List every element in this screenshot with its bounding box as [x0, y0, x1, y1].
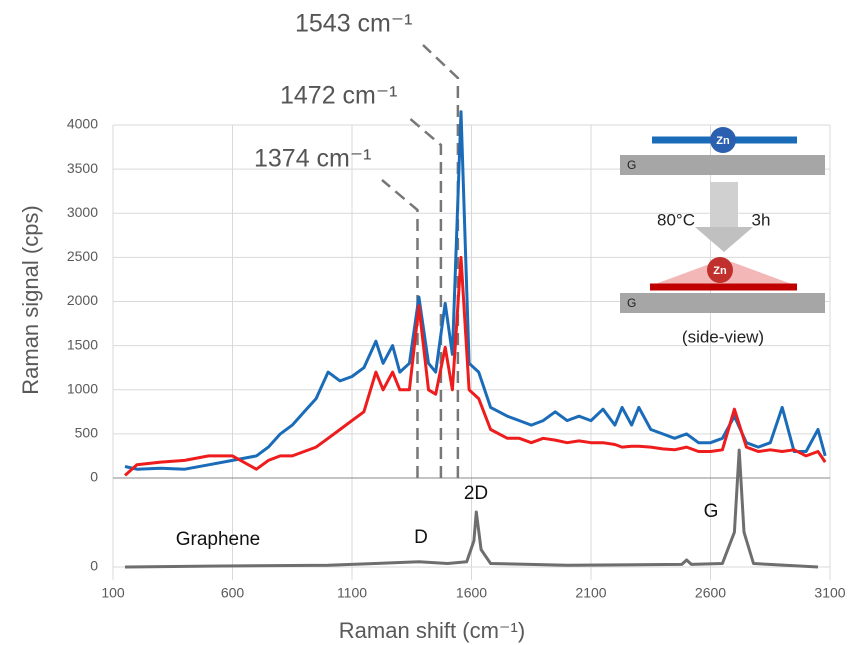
inset-label: (side-view)	[682, 327, 764, 346]
data-line	[124, 255, 827, 477]
y-axis-label: Raman signal (cps)	[18, 205, 43, 395]
y-tick-label: 1000	[67, 380, 98, 396]
panel-label: Graphene	[176, 529, 261, 550]
y-tick-label: 4000	[67, 116, 98, 132]
inset-label: Zn	[713, 265, 727, 277]
annotation: 1374 cm⁻¹	[254, 145, 371, 173]
data-line	[124, 110, 827, 471]
inset-label: G	[627, 158, 636, 172]
substrate	[620, 293, 825, 313]
x-tick-label: 2100	[575, 585, 606, 601]
x-tick-label: 3100	[814, 585, 845, 601]
panel-label: 2D	[464, 483, 488, 504]
annotation-leader	[422, 44, 460, 478]
panel-label: D	[414, 527, 428, 548]
annotation: 1472 cm⁻¹	[280, 82, 397, 110]
inset-label: 80°C	[657, 210, 695, 229]
arrow-head	[695, 227, 753, 252]
x-tick-label: 600	[221, 585, 245, 601]
y-tick-label: 500	[75, 425, 99, 441]
x-tick-label: 100	[101, 585, 125, 601]
panel-label: G	[704, 501, 719, 522]
substrate	[620, 155, 825, 175]
x-tick-label: 1600	[456, 585, 487, 601]
x-axis-label: Raman shift (cm⁻¹)	[339, 618, 525, 643]
inset-label: G	[627, 296, 636, 310]
x-tick-label: 1100	[337, 585, 367, 601]
y-tick-label: 2000	[67, 292, 98, 308]
y-tick-label: 0	[90, 558, 98, 574]
annotation-leader	[407, 116, 443, 478]
zn-atom	[707, 257, 733, 283]
inset-label: Zn	[716, 135, 730, 147]
y-tick-label: 3000	[67, 204, 98, 220]
x-tick-label: 2600	[695, 585, 726, 601]
inset-label: 3h	[752, 210, 771, 229]
annotation-leader	[381, 179, 419, 478]
y-tick-label: 1500	[67, 336, 98, 352]
zn-atom	[710, 127, 736, 153]
y-tick-label: 2500	[67, 248, 98, 264]
y-tick-label: 0	[90, 469, 98, 485]
y-tick-label: 3500	[67, 160, 98, 176]
annotation: 1543 cm⁻¹	[295, 10, 412, 38]
data-line	[124, 448, 819, 569]
inset: Zn G 80°C 3h Zn G (side-view)	[620, 127, 825, 346]
arrow-shaft	[710, 182, 738, 227]
